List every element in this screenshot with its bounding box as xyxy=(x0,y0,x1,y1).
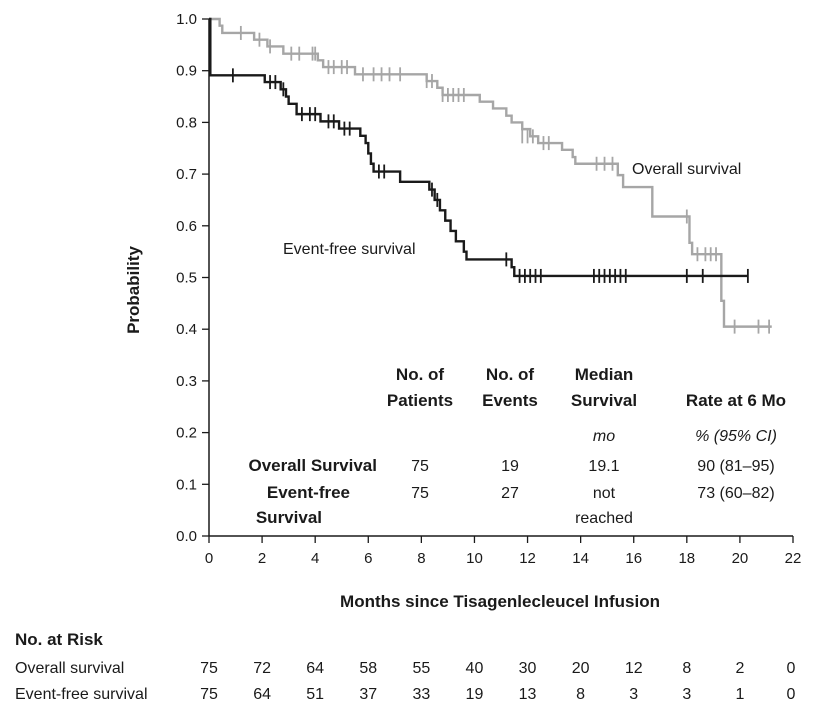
summary-table: No. of Patients No. of Events Median Survival… xyxy=(248,365,786,527)
x-tick-label: 2 xyxy=(258,550,266,567)
table-header: No. of xyxy=(486,365,534,384)
risk-value: 12 xyxy=(625,660,643,677)
x-tick-label: 10 xyxy=(466,550,483,567)
table-unit: % (95% CI) xyxy=(695,428,777,445)
table-row-label: Overall Survival xyxy=(248,456,377,475)
risk-value: 64 xyxy=(253,686,271,703)
risk-value: 8 xyxy=(576,686,585,703)
x-tick-label: 14 xyxy=(572,550,589,567)
y-tick-label: 0.3 xyxy=(176,373,197,390)
event-free-survival-curve-label: Event-free survival xyxy=(283,241,416,258)
risk-value: 19 xyxy=(466,686,484,703)
x-tick-label: 16 xyxy=(625,550,642,567)
risk-row-label: Event-free survival xyxy=(15,686,148,703)
table-cell: not xyxy=(593,485,616,502)
risk-value: 13 xyxy=(519,686,537,703)
risk-value: 1 xyxy=(735,686,744,703)
y-tick-label: 0.6 xyxy=(176,218,197,235)
y-tick-label: 0.1 xyxy=(176,476,197,493)
y-tick-label: 0.7 xyxy=(176,166,197,183)
risk-value: 0 xyxy=(787,686,796,703)
risk-value: 55 xyxy=(412,660,430,677)
y-tick-label: 0.9 xyxy=(176,63,197,80)
x-tick-label: 8 xyxy=(417,550,425,567)
risk-value: 0 xyxy=(787,660,796,677)
table-cell: 19.1 xyxy=(588,458,619,475)
table-cell: 75 xyxy=(411,458,429,475)
table-cell: 90 (81–95) xyxy=(697,458,774,475)
table-row-label: Survival xyxy=(256,508,322,527)
table-cell: 73 (60–82) xyxy=(697,485,774,502)
table-cell: 19 xyxy=(501,458,519,475)
y-tick-label: 0.8 xyxy=(176,114,197,131)
y-tick-label: 0.2 xyxy=(176,425,197,442)
risk-value: 2 xyxy=(735,660,744,677)
event-free-survival-line xyxy=(209,17,748,278)
risk-value: 64 xyxy=(306,660,324,677)
axes: 0.0 0.1 0.2 0.3 0.4 0.5 0.6 0.7 0.8 0.9 1.0 0 2 4 6 8 10… xyxy=(176,11,801,567)
overall-survival-line xyxy=(209,17,772,328)
table-cell: 27 xyxy=(501,485,519,502)
risk-value: 3 xyxy=(682,686,691,703)
x-tick-label: 22 xyxy=(785,550,802,567)
x-tick-label: 12 xyxy=(519,550,536,567)
table-cell: reached xyxy=(575,510,633,527)
risk-value: 75 xyxy=(200,660,218,677)
risk-value: 58 xyxy=(359,660,377,677)
x-tick-label: 6 xyxy=(364,550,372,567)
table-header: Patients xyxy=(387,391,453,410)
risk-value: 8 xyxy=(682,660,691,677)
y-tick-label: 0.5 xyxy=(176,270,197,287)
x-tick-label: 20 xyxy=(732,550,749,567)
risk-value: 20 xyxy=(572,660,590,677)
x-tick-label: 18 xyxy=(678,550,695,567)
overall-survival-curve-label: Overall survival xyxy=(632,161,741,178)
y-axis-title: Probability xyxy=(124,246,143,334)
table-header: Median xyxy=(575,365,634,384)
table-unit: mo xyxy=(593,428,615,445)
table-row-label: Event-free xyxy=(267,483,350,502)
risk-value: 33 xyxy=(412,686,430,703)
y-tick-label: 0.0 xyxy=(176,528,197,545)
table-header: Events xyxy=(482,391,538,410)
number-at-risk-table: No. at Risk Overall survival 75 72 64 58 55 40 3… xyxy=(15,630,796,703)
table-header: Rate at 6 Mo xyxy=(686,391,786,410)
risk-value: 72 xyxy=(253,660,271,677)
risk-row-label: Overall survival xyxy=(15,660,124,677)
risk-value: 75 xyxy=(200,686,218,703)
x-tick-label: 0 xyxy=(205,550,213,567)
y-tick-label: 0.4 xyxy=(176,321,197,338)
x-axis-title: Months since Tisagenlecleucel Infusion xyxy=(340,592,660,611)
risk-value: 37 xyxy=(359,686,377,703)
risk-table-title: No. at Risk xyxy=(15,630,103,649)
y-tick-label: 1.0 xyxy=(176,11,197,28)
risk-value: 51 xyxy=(306,686,324,703)
risk-value: 40 xyxy=(466,660,484,677)
table-cell: 75 xyxy=(411,485,429,502)
table-header: No. of xyxy=(396,365,444,384)
x-tick-label: 4 xyxy=(311,550,319,567)
risk-value: 3 xyxy=(629,686,638,703)
table-header: Survival xyxy=(571,391,637,410)
curves xyxy=(209,17,772,334)
labels: Overall survival Event-free survival Pro… xyxy=(124,161,741,611)
risk-value: 30 xyxy=(519,660,537,677)
